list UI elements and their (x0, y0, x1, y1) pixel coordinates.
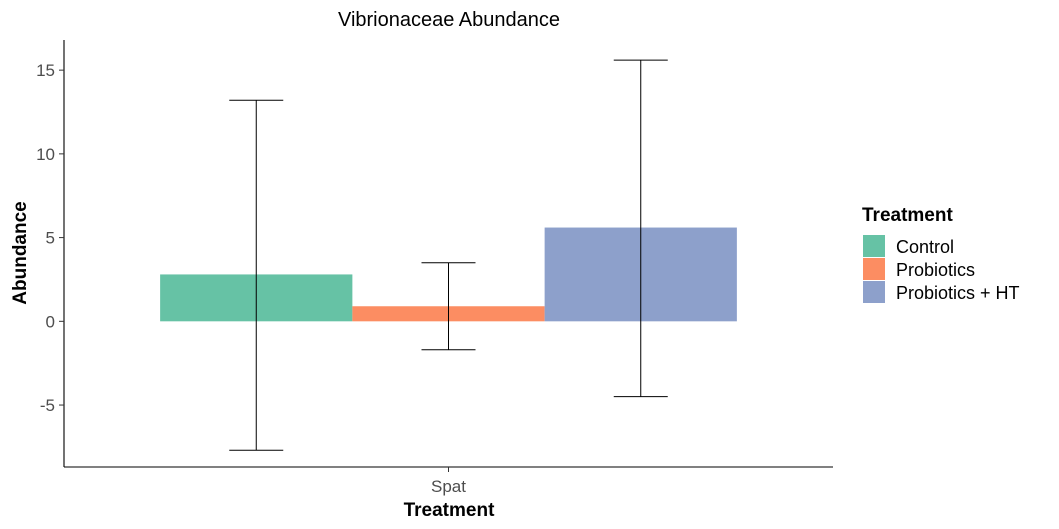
error-bar (229, 99, 284, 451)
y-tick-label: 15 (36, 61, 55, 80)
error-bar (613, 59, 668, 398)
y-axis-ticks: -5 0 5 10 15 (36, 61, 64, 415)
legend-label: Probiotics + HT (896, 283, 1020, 303)
legend-swatch (863, 258, 885, 280)
legend-label: Control (896, 237, 954, 257)
legend-swatch (863, 235, 885, 257)
legend: Treatment Control Probiotics Probiotics + … (862, 205, 1020, 303)
y-tick-label: -5 (40, 396, 55, 415)
y-axis-title: Abundance (10, 201, 31, 304)
y-tick-label: 10 (36, 145, 55, 164)
y-tick-label: 0 (46, 312, 55, 331)
x-axis-ticks: Spat (431, 467, 466, 496)
legend-swatch (863, 281, 885, 303)
x-axis-title: Treatment (404, 500, 495, 521)
plot-area (160, 59, 737, 451)
x-tick-label: Spat (431, 477, 466, 496)
legend-title: Treatment (862, 205, 953, 226)
legend-items: Control Probiotics Probiotics + HT (863, 235, 1020, 303)
chart-title: Vibrionaceae Abundance (338, 9, 560, 31)
y-tick-label: 5 (46, 229, 55, 248)
error-bar (421, 262, 476, 351)
legend-label: Probiotics (896, 260, 975, 280)
